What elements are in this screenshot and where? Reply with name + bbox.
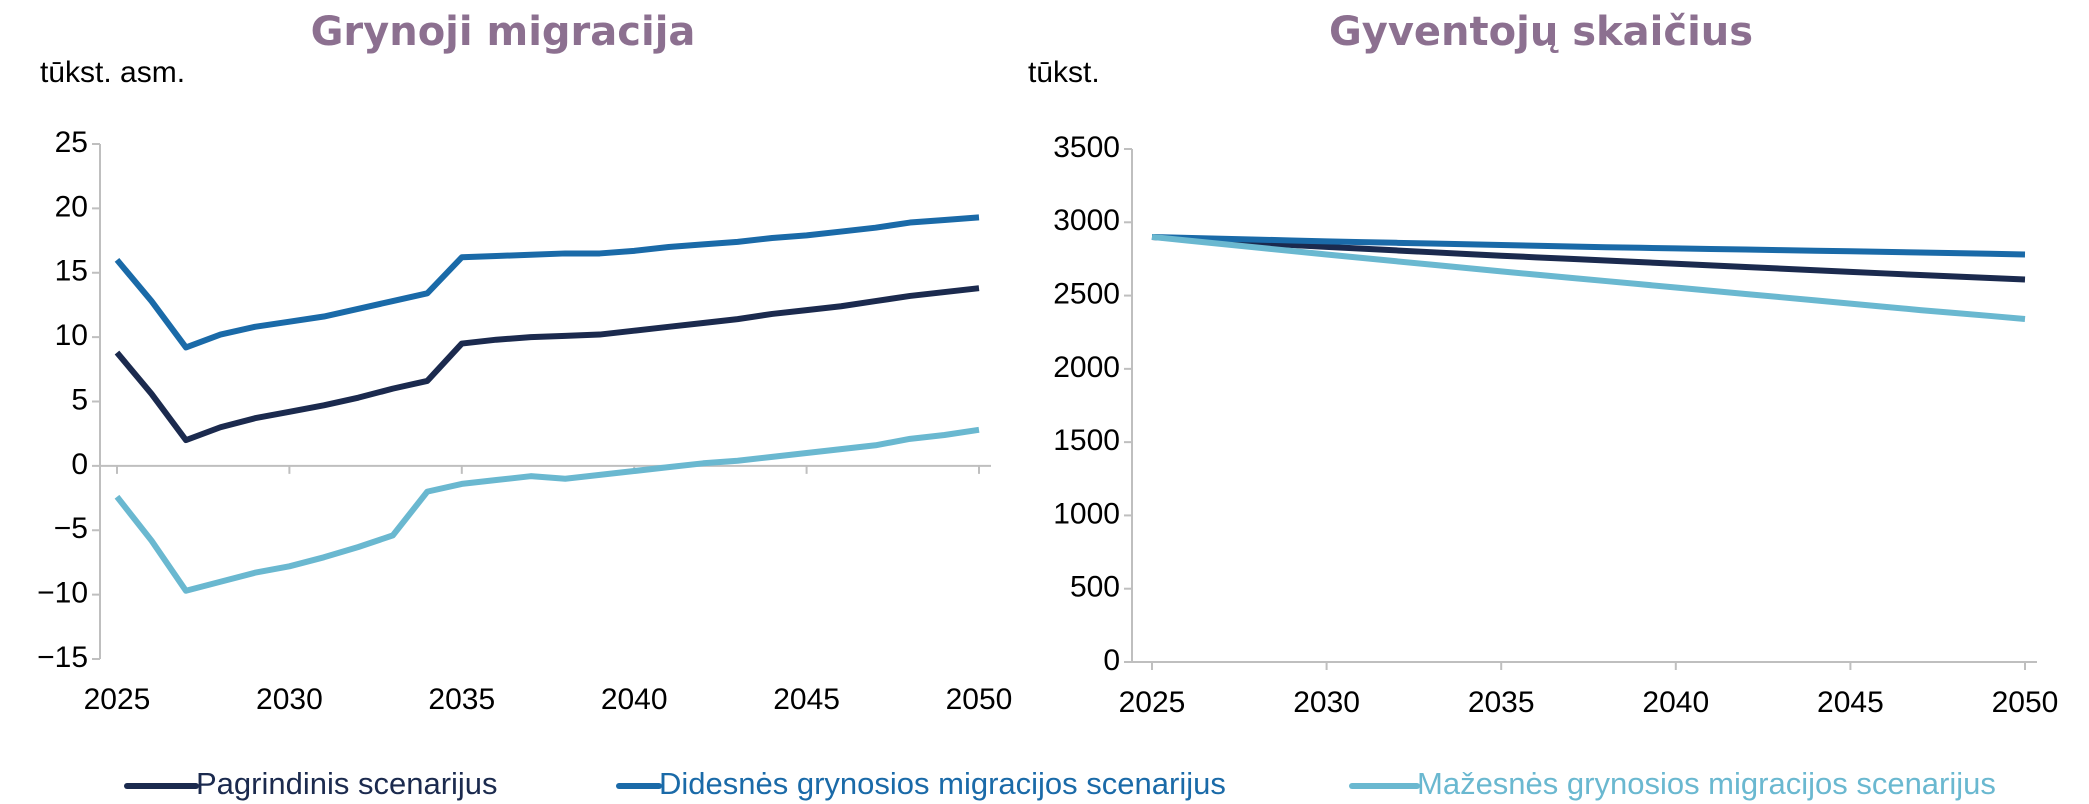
y-tick-label: 3500	[1053, 131, 1120, 164]
series-line	[1151, 233, 2026, 258]
x-tick-label: 2030	[1293, 686, 1360, 719]
x-tick-label: 2040	[601, 683, 668, 716]
x-tick-label: 2050	[946, 683, 1013, 716]
x-tick-label: 2050	[1992, 686, 2059, 719]
legend-label: Didesnės grynosios migracijos scenarijus	[659, 766, 1226, 801]
series-line	[1151, 233, 2026, 323]
y-tick-label: −15	[37, 641, 88, 674]
y-tick-label: 5	[71, 383, 88, 416]
y-tick-label: 15	[55, 255, 88, 288]
x-tick-label: 2035	[1468, 686, 1535, 719]
series-line	[114, 214, 980, 351]
y-tick-label: 0	[1103, 644, 1120, 677]
x-tick-label: 2030	[256, 683, 323, 716]
x-tick-label: 2040	[1642, 686, 1709, 719]
y-tick-label: 0	[71, 448, 88, 481]
x-tick-label: 2025	[84, 683, 151, 716]
y-tick-label: 1500	[1053, 424, 1120, 457]
y-tick-label: 10	[55, 319, 88, 352]
y-tick-label: −5	[54, 512, 88, 545]
y-axis-label: tūkst. asm.	[40, 56, 185, 89]
x-tick-label: 2025	[1119, 686, 1186, 719]
y-tick-label: −10	[37, 577, 88, 610]
y-tick-label: 2500	[1053, 277, 1120, 310]
y-tick-label: 20	[55, 190, 88, 223]
y-tick-label: 500	[1070, 571, 1120, 604]
x-tick-label: 2045	[773, 683, 840, 716]
y-axis-label: tūkst.	[1028, 56, 1100, 89]
series-line	[1151, 233, 2026, 283]
y-tick-label: 3000	[1053, 204, 1120, 237]
y-tick-label: 25	[55, 126, 88, 159]
x-tick-label: 2035	[428, 683, 495, 716]
x-tick-label: 2045	[1817, 686, 1884, 719]
chart-title: Grynoji migracija	[311, 9, 696, 55]
legend-label: Pagrindinis scenarijus	[196, 766, 498, 801]
legend-label: Mažesnės grynosios migracijos scenarijus	[1417, 766, 1996, 801]
y-tick-label: 2000	[1053, 351, 1120, 384]
y-tick-label: 1000	[1053, 497, 1120, 530]
chart-title: Gyventojų skaičius	[1329, 9, 1753, 55]
series-line	[114, 426, 980, 594]
series-line	[114, 285, 980, 444]
